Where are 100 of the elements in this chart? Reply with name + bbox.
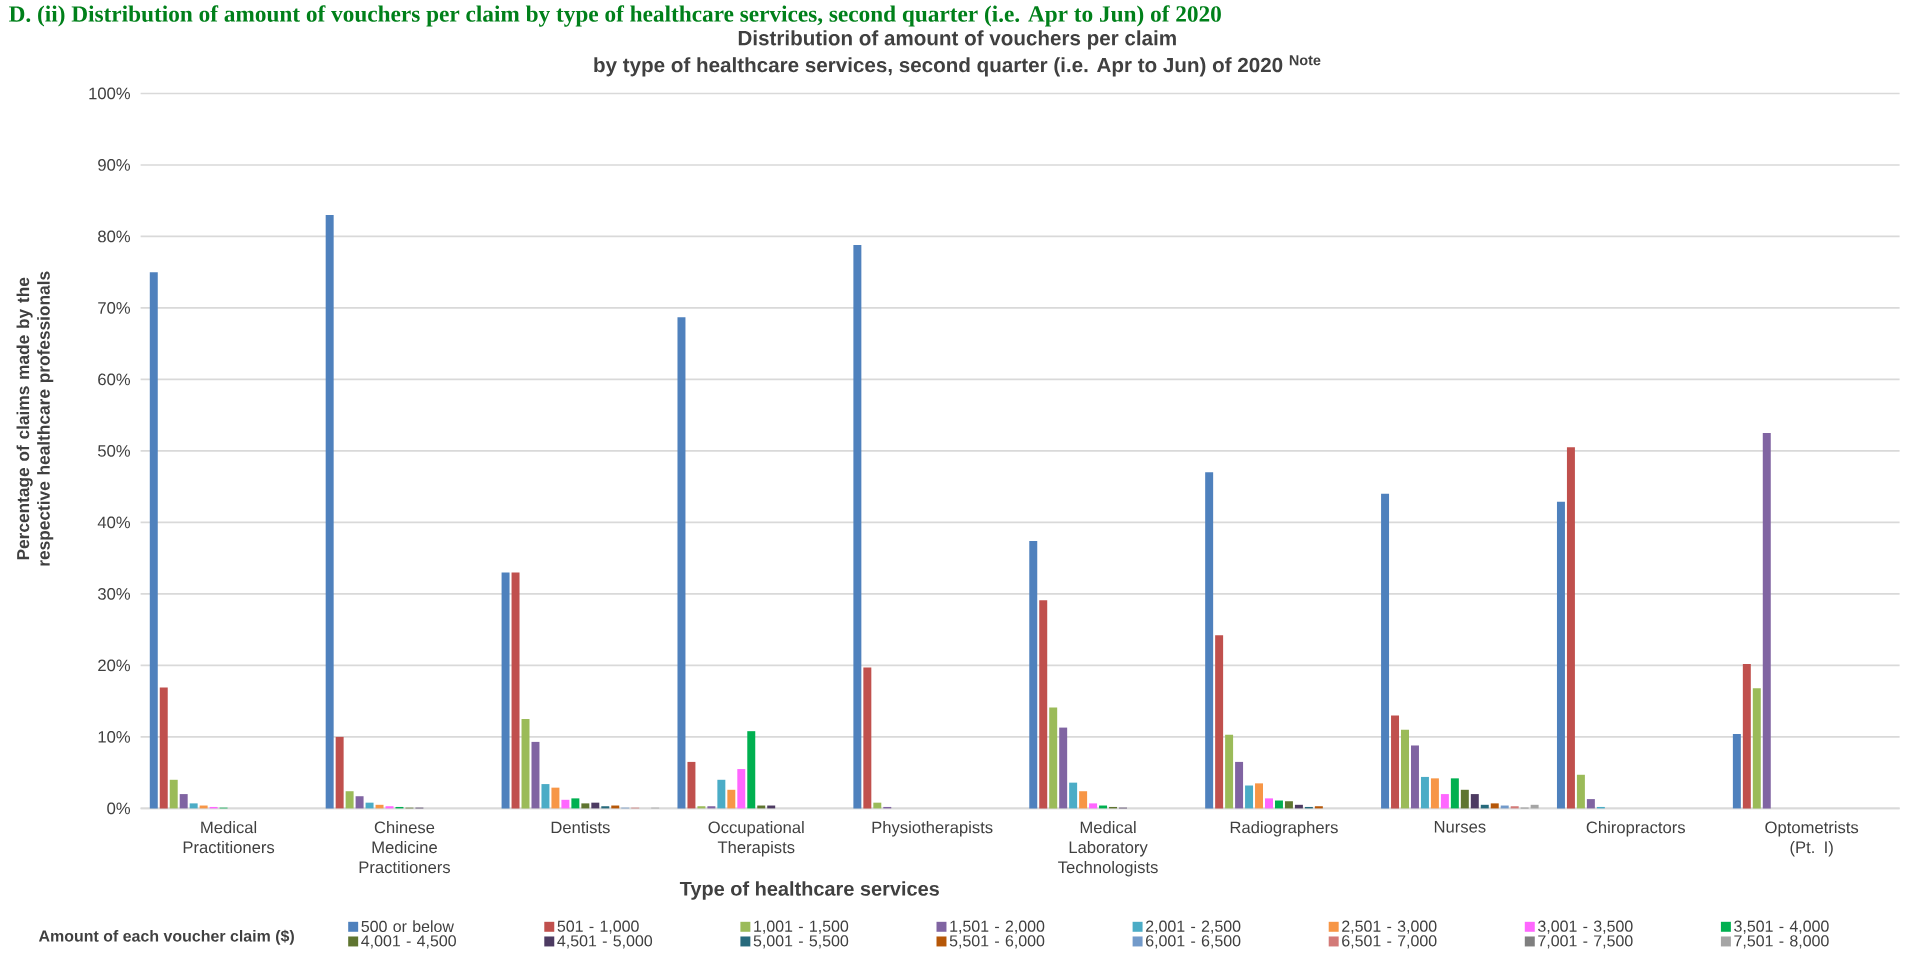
y-tick-label: 40% (97, 516, 131, 529)
bar (1401, 729, 1409, 809)
x-axis-title: Type of healthcare services (679, 881, 939, 900)
x-tick-label: Chinese Medicine Practitioners (359, 820, 451, 874)
bar (511, 572, 520, 809)
bar (1245, 785, 1254, 809)
bar (335, 736, 344, 809)
bar (1029, 540, 1038, 809)
bar (159, 687, 168, 809)
bar (1440, 793, 1449, 809)
bar (149, 272, 158, 809)
bar (541, 783, 550, 809)
x-tick-label: Dentists (551, 820, 610, 834)
bar (1205, 472, 1214, 809)
text: D. (ii) Distribution of amount of vouchers per claim by type of healthcare services, second quarter (i.e. Apr to Jun) of 2020 (9, 5, 1221, 27)
y-tick-label: 90% (98, 158, 131, 171)
bar (581, 803, 590, 809)
bar (1265, 798, 1273, 809)
bar (1430, 778, 1439, 809)
bar (1556, 501, 1565, 809)
bar (325, 214, 334, 809)
bar (355, 796, 364, 809)
bar (1450, 778, 1459, 809)
bar (1284, 801, 1293, 809)
bar (1225, 734, 1234, 809)
y-tick-label: 10% (98, 730, 131, 743)
bar (677, 317, 686, 809)
legend-label: 4,001 - 4,500 (361, 935, 456, 949)
bar (1752, 688, 1761, 809)
bar (521, 718, 530, 809)
legend-label: 3,001 - 3,500 (1538, 920, 1633, 934)
y-tick-label: 80% (98, 230, 131, 243)
legend-label: 5,001 - 5,500 (753, 935, 849, 949)
bar (1576, 774, 1585, 809)
legend-label: 5,501 - 6,000 (949, 935, 1045, 949)
bar (179, 793, 188, 809)
bar (747, 731, 756, 809)
x-tick-label: Chiropractors (1586, 820, 1685, 837)
bar (1381, 493, 1390, 809)
bar (551, 787, 560, 809)
x-tick-label: Optometrists (Pt. I) (1765, 820, 1859, 857)
y-tick-label: 50% (98, 444, 131, 457)
bar (1420, 776, 1429, 809)
chart-subtitle: by type of healthcare services, second quarter (i.e. Apr to Jun) of 2020 $^{Note}$ (594, 55, 1321, 77)
bar (1566, 447, 1575, 809)
bar (1235, 761, 1244, 809)
bar (601, 806, 610, 809)
bar (1255, 783, 1264, 809)
legend-label: 2,001 - 2,500 (1146, 920, 1241, 934)
legend-label: 7,001 - 7,500 (1538, 935, 1633, 949)
legend-label: 501 - 1,000 (557, 920, 639, 934)
bar (1586, 798, 1595, 809)
chart-title: Distribution of amount of vouchers per claim (738, 30, 1176, 50)
y-tick-label: 0% (107, 802, 131, 815)
bar (707, 806, 716, 809)
bar (737, 768, 746, 809)
bar (1039, 600, 1048, 809)
x-tick-label: Physiotherapists (872, 820, 993, 837)
legend-label: 3,501 - 4,000 (1734, 920, 1829, 934)
bar (853, 244, 862, 809)
x-tick-label: Nurses (1434, 820, 1486, 833)
bar (1732, 733, 1741, 809)
legend-label: 500 or below (361, 920, 454, 932)
y-tick-label: 60% (98, 373, 131, 386)
y-axis-title: Percentage of claims made by the respective healthcare professionals (16, 271, 54, 566)
legend-title: Amount of each voucher claim ($) (38, 929, 294, 945)
x-tick-label: Medical Practitioners (183, 820, 275, 854)
bar (345, 791, 354, 809)
bar (1470, 793, 1479, 809)
bar (1490, 803, 1499, 809)
legend-label: 2,501 - 3,000 (1342, 920, 1437, 934)
bar (1762, 432, 1771, 809)
y-tick-label: 70% (98, 301, 131, 314)
x-tick-label: Medical Laboratory Technologists (1058, 820, 1158, 877)
bar (169, 779, 178, 809)
bar (1460, 789, 1469, 809)
bar (1069, 782, 1078, 809)
bar (571, 798, 580, 809)
bar (1410, 745, 1419, 809)
bar (189, 803, 198, 809)
bar (687, 761, 696, 809)
bar (1510, 806, 1519, 809)
bar (717, 779, 726, 809)
legend-label: 4,501 - 5,000 (557, 935, 653, 949)
bar (1089, 803, 1098, 809)
bar (727, 789, 736, 809)
y-tick-label: 100% (89, 87, 131, 100)
legend-label: 6,001 - 6,500 (1146, 935, 1241, 949)
bar (531, 741, 540, 809)
legend-label: 1,501 - 2,000 (950, 920, 1045, 934)
bar (1215, 635, 1224, 809)
bar (1314, 806, 1323, 809)
bar (1079, 791, 1088, 809)
bar (561, 799, 570, 809)
bar (697, 806, 706, 809)
legend-label: 1,001 - 1,500 (754, 920, 849, 934)
y-tick-label: 30% (97, 587, 131, 600)
y-tick-label: 20% (98, 659, 131, 672)
bar (501, 572, 510, 809)
bar (1059, 727, 1068, 809)
